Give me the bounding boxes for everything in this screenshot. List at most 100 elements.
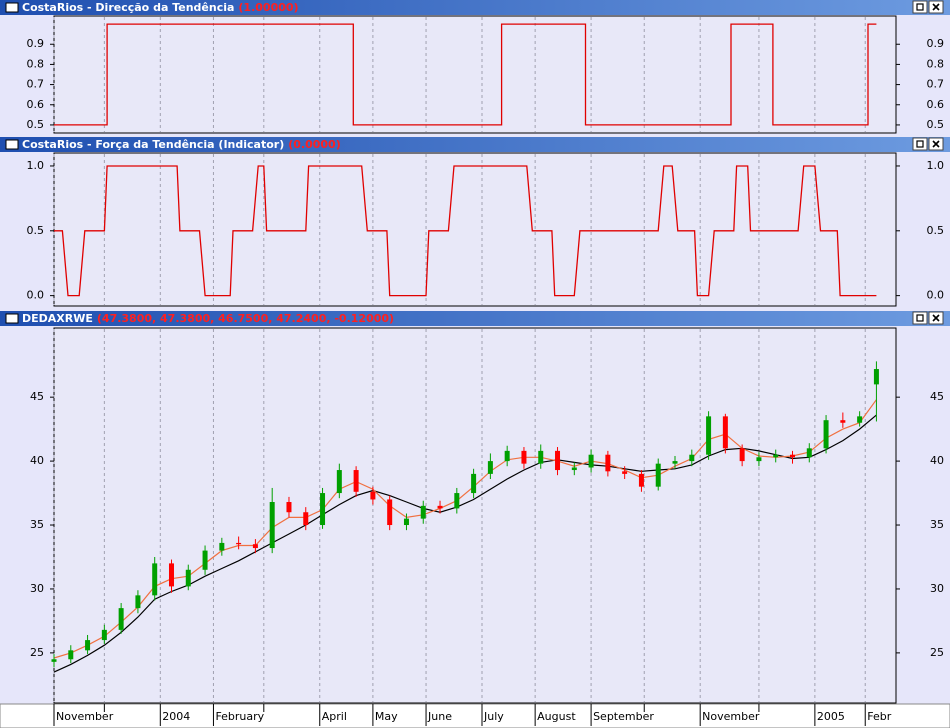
candle-body: [437, 505, 443, 509]
candle-body: [252, 544, 258, 549]
x-tick-label: Febr: [867, 710, 891, 723]
candle-body: [739, 448, 745, 462]
candle-body: [336, 470, 342, 494]
candle-body: [588, 454, 594, 468]
y-tick-label: 0.6: [27, 98, 45, 111]
y-tick-label: 30: [30, 582, 44, 595]
candle-body: [756, 457, 762, 462]
candle-body: [185, 569, 191, 587]
candle-body: [789, 454, 795, 458]
title-text: DEDAXRWE: [22, 312, 93, 325]
window-icon: [5, 2, 19, 13]
candle-body: [487, 461, 493, 474]
candle-body: [135, 595, 141, 609]
candle-body: [85, 640, 91, 651]
maximize-button[interactable]: [912, 137, 928, 151]
candle-body: [471, 473, 477, 494]
y-tick-label: 40: [30, 454, 44, 467]
close-icon: [932, 3, 940, 11]
x-tick-label: 2005: [817, 710, 845, 723]
panel-title: CostaRios - Força da Tendência (Indicato…: [22, 138, 341, 151]
maximize-icon: [916, 3, 924, 11]
y-tick-label: 45: [930, 390, 944, 403]
candle-body: [605, 454, 611, 472]
y-tick-label: 0.6: [927, 98, 945, 111]
y-tick-label: 25: [930, 646, 944, 659]
candle-body: [51, 659, 57, 662]
last-value: (0.0000): [288, 138, 341, 151]
candle-body: [152, 563, 158, 596]
plot-area: [53, 15, 897, 134]
candle-body: [806, 448, 812, 458]
candle-body: [840, 420, 846, 423]
candle-body: [706, 416, 712, 455]
candle-body: [454, 493, 460, 509]
candle-body: [857, 416, 863, 423]
candle-body: [269, 502, 275, 549]
maximize-button[interactable]: [912, 0, 928, 14]
title-bar: [0, 311, 950, 326]
candle-body: [873, 369, 879, 385]
candle-body: [387, 499, 393, 526]
x-tick-label: July: [483, 710, 504, 723]
panel-title: DEDAXRWE (47.3800, 47.3800, 46.7500, 47.2…: [22, 312, 394, 325]
y-tick-label: 0.0: [27, 289, 45, 302]
candle-body: [420, 505, 426, 519]
candle-body: [773, 454, 779, 458]
candle-body: [823, 420, 829, 449]
candle-body: [101, 629, 107, 641]
y-tick-label: 1.0: [27, 159, 45, 172]
maximize-icon: [916, 314, 924, 322]
candle-body: [672, 461, 678, 464]
x-tick-label: May: [375, 710, 398, 723]
indicator-line: [54, 165, 877, 297]
candle-body: [555, 450, 561, 471]
title-text: CostaRios - Direcção da Tendência: [22, 1, 234, 14]
y-tick-label: 40: [930, 454, 944, 467]
candle-body: [68, 650, 74, 660]
y-tick-label: 0.7: [27, 78, 45, 91]
maximize-icon: [916, 140, 924, 148]
close-icon: [932, 140, 940, 148]
candle-body: [202, 550, 208, 570]
x-tick-label: June: [427, 710, 452, 723]
y-tick-label: 35: [930, 518, 944, 531]
y-tick-label: 0.5: [927, 118, 945, 131]
candle-body: [403, 518, 409, 526]
candle-body: [722, 416, 728, 449]
candle-body: [521, 450, 527, 464]
title-bar: [0, 0, 950, 15]
candle-body: [219, 542, 225, 551]
x-tick-label: 2004: [162, 710, 190, 723]
y-tick-label: 35: [30, 518, 44, 531]
y-tick-label: 0.5: [927, 224, 945, 237]
last-value: (1.00000): [238, 1, 298, 14]
moving-average: [53, 399, 877, 659]
maximize-button[interactable]: [912, 311, 928, 325]
y-tick-label: 0.8: [27, 57, 45, 70]
candle-body: [370, 491, 376, 500]
x-tick-label: November: [56, 710, 114, 723]
candle-body: [504, 450, 510, 462]
x-tick-label: November: [702, 710, 760, 723]
x-tick-label: August: [537, 710, 576, 723]
y-tick-label: 30: [930, 582, 944, 595]
candle-body: [689, 454, 695, 462]
y-tick-label: 1.0: [927, 159, 945, 172]
window-icon: [5, 313, 19, 324]
x-tick-label: February: [215, 710, 264, 723]
y-tick-label: 0.8: [927, 57, 945, 70]
panel-title: CostaRios - Direcção da Tendência (1.0000…: [22, 1, 299, 14]
candle-body: [571, 467, 577, 471]
x-tick-label: April: [322, 710, 347, 723]
candle-body: [236, 542, 242, 545]
plot-area: [53, 327, 897, 704]
title-text: CostaRios - Força da Tendência (Indicato…: [22, 138, 284, 151]
y-tick-label: 0.5: [27, 118, 45, 131]
y-tick-label: 25: [30, 646, 44, 659]
y-tick-label: 45: [30, 390, 44, 403]
candle-body: [320, 493, 326, 526]
candle-body: [168, 563, 174, 587]
